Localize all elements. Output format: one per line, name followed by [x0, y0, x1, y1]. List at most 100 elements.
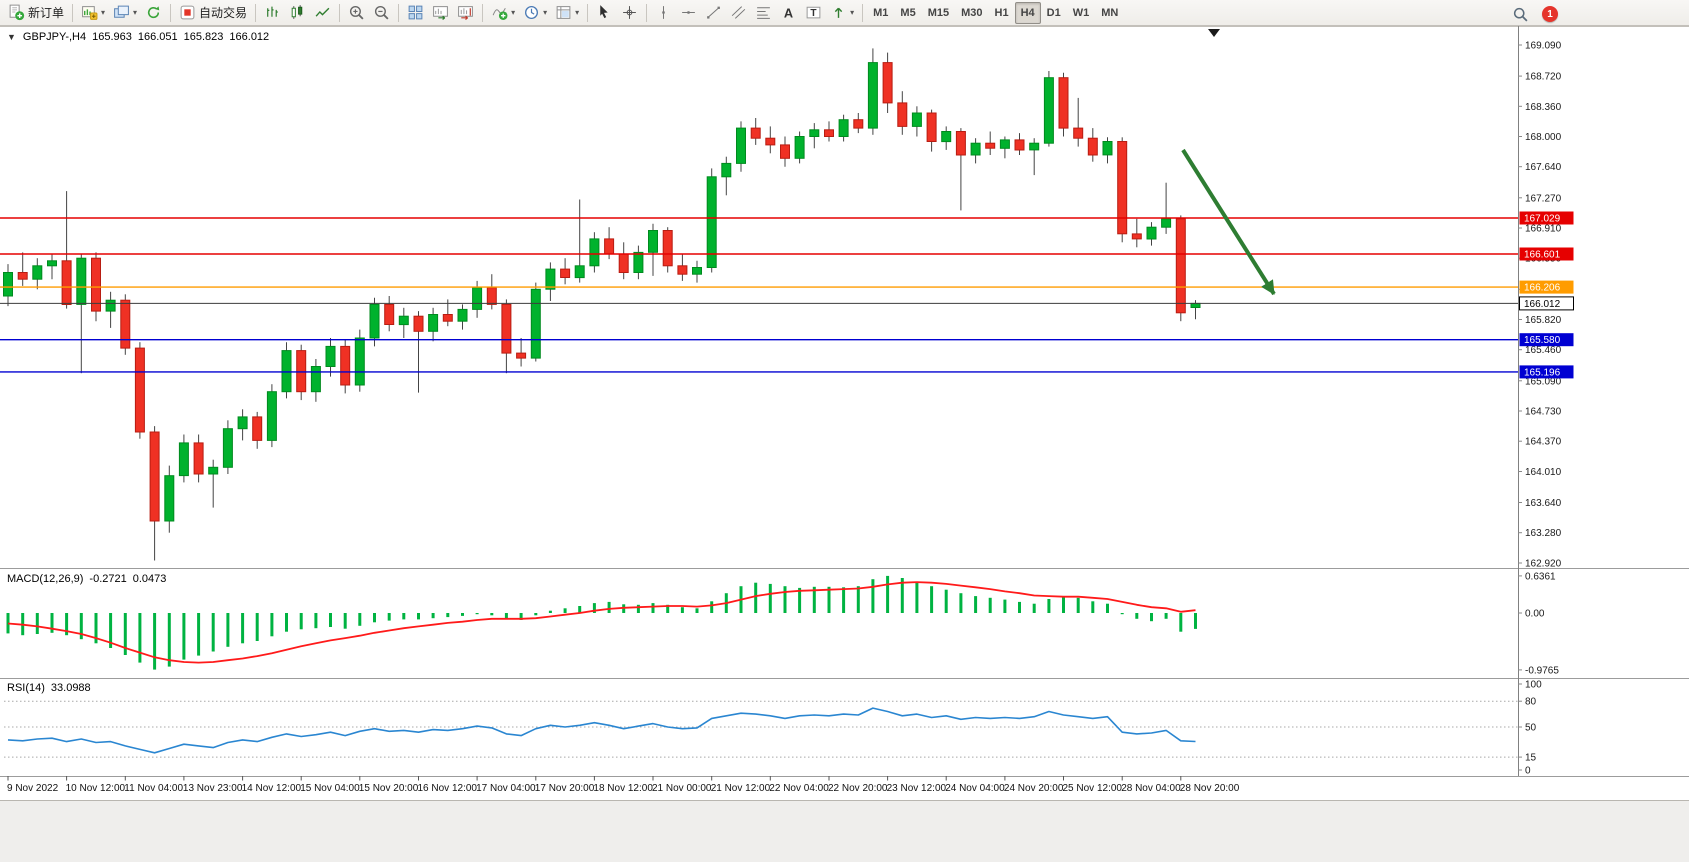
macd-pane[interactable] [6, 575, 1197, 670]
new-chart-button[interactable]: ▾ [77, 2, 109, 24]
pane-separators[interactable] [0, 26, 1689, 777]
svg-text:18 Nov 12:00: 18 Nov 12:00 [593, 783, 653, 794]
chart-high-value: 166.051 [137, 31, 178, 43]
line-chart-button[interactable] [310, 2, 335, 24]
text-label-tool-button[interactable]: T [801, 2, 826, 24]
svg-text:166.910: 166.910 [1525, 224, 1562, 235]
macd-axis[interactable]: 0.6361 0.00 -0.9765 [1518, 571, 1559, 676]
svg-text:167.640: 167.640 [1525, 162, 1562, 173]
periods-caret-icon: ▾ [543, 7, 548, 17]
svg-text:165.090: 165.090 [1525, 376, 1562, 387]
new-order-button[interactable]: 新订单 [4, 2, 68, 24]
arrow-objects-icon [830, 4, 847, 21]
equidistant-channel-icon [730, 4, 747, 21]
svg-text:168.720: 168.720 [1525, 72, 1562, 83]
chart-symbol-timeframe: GBPJPY-,H4 [22, 31, 87, 43]
new-order-icon [8, 4, 25, 21]
svg-text:10 Nov 12:00: 10 Nov 12:00 [66, 783, 126, 794]
bar-chart-button[interactable] [260, 2, 285, 24]
toolbar-right-group: 1 [1508, 3, 1558, 25]
text-tool-button[interactable]: A [776, 2, 801, 24]
timeframe-button-H1[interactable]: H1 [994, 6, 1009, 19]
svg-text:162.920: 162.920 [1525, 559, 1562, 570]
chart-open-value: 165.963 [92, 31, 132, 43]
profiles-icon [113, 4, 130, 21]
svg-text:24 Nov 20:00: 24 Nov 20:00 [1004, 783, 1064, 794]
channel-tool-button[interactable] [726, 2, 751, 24]
zoom-out-button[interactable] [369, 2, 394, 24]
rsi-value: 33.0988 [50, 682, 91, 694]
tile-windows-button[interactable] [403, 2, 428, 24]
timeframe-button-W1[interactable]: W1 [1072, 6, 1090, 19]
arrows-tool-button[interactable]: ▾ [826, 2, 858, 24]
macd-indicator-label: MACD(12,26,9) -0.2721 0.0473 [7, 573, 166, 585]
search-button[interactable] [1508, 3, 1533, 25]
periods-button[interactable]: ▾ [519, 2, 551, 24]
autotrading-button[interactable]: 自动交易 [175, 2, 251, 24]
templates-button[interactable]: ▾ [551, 2, 583, 24]
svg-text:21 Nov 12:00: 21 Nov 12:00 [711, 783, 771, 794]
svg-text:165.820: 165.820 [1525, 315, 1562, 326]
autotrading-label: 自动交易 [199, 6, 248, 20]
indicators-icon [491, 4, 508, 20]
macd-signal-value: 0.0473 [132, 573, 167, 585]
horizontal-line-tool-button[interactable] [676, 2, 701, 24]
auto-scroll-button[interactable] [428, 2, 453, 24]
refresh-button[interactable] [141, 2, 166, 24]
svg-text:167.270: 167.270 [1525, 193, 1562, 204]
indicators-button[interactable]: ▾ [487, 2, 519, 24]
svg-text:167.029: 167.029 [1524, 214, 1561, 225]
candlestick-chart-icon [289, 5, 306, 19]
svg-text:100: 100 [1525, 680, 1542, 691]
timeframe-button-D1[interactable]: D1 [1046, 6, 1061, 19]
fibonacci-tool-button[interactable] [751, 2, 776, 24]
rsi-label: RSI(14) [7, 682, 45, 694]
svg-text:13 Nov 23:00: 13 Nov 23:00 [183, 783, 243, 794]
time-axis[interactable]: 9 Nov 2022 10 Nov 12:00 11 Nov 04:00 13 Nov… [7, 776, 1240, 794]
one-click-trading-toggle[interactable]: ▼ [7, 32, 16, 42]
vertical-line-tool-button[interactable] [651, 2, 676, 24]
crosshair-button[interactable] [617, 2, 642, 24]
rsi-pane[interactable] [7, 707, 1196, 754]
new-chart-icon [81, 4, 98, 21]
timeframe-button-M15[interactable]: M15 [927, 6, 950, 19]
timeframe-button-M30[interactable]: M30 [961, 6, 983, 19]
arrows-caret-icon: ▾ [850, 7, 855, 17]
trend-arrow[interactable] [1181, 148, 1276, 296]
svg-text:165.580: 165.580 [1524, 335, 1561, 346]
timeframe-button-MN[interactable]: MN [1101, 6, 1119, 19]
svg-text:168.000: 168.000 [1525, 132, 1562, 143]
indicators-caret-icon: ▾ [511, 7, 516, 17]
cursor-button[interactable] [592, 2, 617, 24]
svg-text:164.010: 164.010 [1525, 467, 1562, 478]
candlestick-chart-button[interactable] [285, 2, 310, 24]
templates-icon [555, 4, 572, 21]
zoom-in-button[interactable] [344, 2, 369, 24]
candlestick-series[interactable] [3, 48, 1201, 561]
svg-text:21 Nov 00:00: 21 Nov 00:00 [652, 783, 712, 794]
trendline-tool-button[interactable] [701, 2, 726, 24]
chart-shift-icon [457, 4, 474, 21]
main-toolbar: 新订单 ▾ ▾ 自动交易 [0, 0, 1689, 26]
templates-caret-icon: ▾ [575, 7, 580, 17]
svg-text:164.370: 164.370 [1525, 437, 1562, 448]
cursor-icon [600, 5, 608, 19]
svg-text:24 Nov 04:00: 24 Nov 04:00 [945, 783, 1005, 794]
svg-text:22 Nov 04:00: 22 Nov 04:00 [769, 783, 829, 794]
svg-text:164.730: 164.730 [1525, 407, 1562, 418]
profiles-button[interactable]: ▾ [109, 2, 141, 24]
timeframe-button-H4[interactable]: H4 [1014, 1, 1041, 24]
chart-shift-marker[interactable] [1208, 29, 1220, 37]
chart-shift-button[interactable] [453, 2, 478, 24]
rsi-axis[interactable]: 100 80 50 15 0 [1518, 680, 1542, 777]
trendline-icon [707, 6, 720, 19]
timeframe-button-M1[interactable]: M1 [873, 6, 889, 19]
rsi-level-lines [4, 700, 1518, 758]
svg-text:0.6361: 0.6361 [1525, 571, 1556, 582]
svg-text:9 Nov 2022: 9 Nov 2022 [7, 783, 59, 794]
timeframe-button-M5[interactable]: M5 [900, 6, 916, 19]
svg-text:15 Nov 20:00: 15 Nov 20:00 [359, 783, 419, 794]
notification-badge[interactable]: 1 [1542, 6, 1558, 22]
macd-main-value: -0.2721 [89, 573, 127, 585]
